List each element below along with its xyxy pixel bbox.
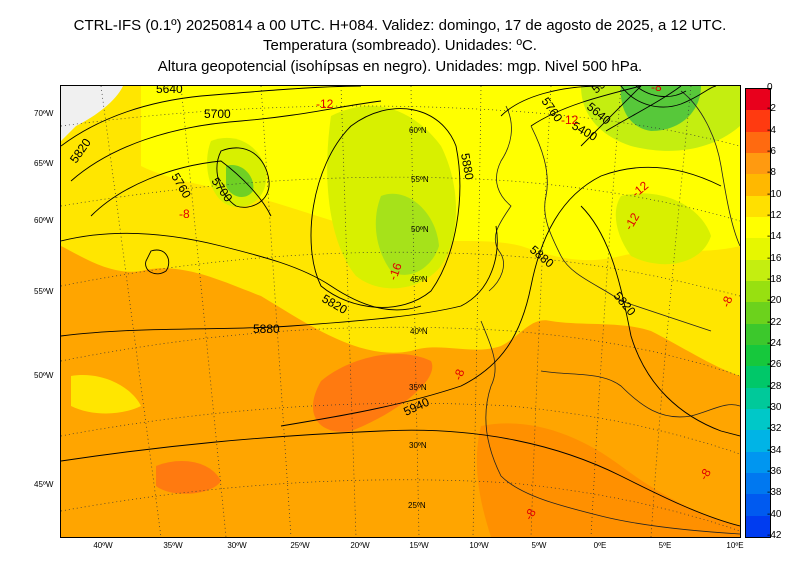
y-axis-label: 60ºW — [34, 216, 53, 225]
lat-label: 50ºN — [411, 225, 429, 234]
map-canvas: 5640 5700 5820 5760 5700 5820 5880 5940 … — [61, 86, 740, 537]
lat-label: 45ºN — [410, 275, 428, 284]
colorbar-label: -38 — [767, 487, 797, 498]
temperature-label: -8 — [651, 86, 662, 94]
colorbar-label: -36 — [767, 466, 797, 477]
lat-label: 25ºN — [408, 501, 426, 510]
colorbar-label: -32 — [767, 423, 797, 434]
x-axis-label: 15ºW — [399, 541, 439, 550]
y-axis-label: 50ºW — [34, 371, 53, 380]
colorbar-label: -10 — [767, 189, 797, 200]
colorbar-label: -26 — [767, 359, 797, 370]
x-axis-label: 0ºE — [580, 541, 620, 550]
colorbar-label: -14 — [767, 231, 797, 242]
colorbar-label: -18 — [767, 274, 797, 285]
y-axis-label: 55ºW — [34, 287, 53, 296]
lat-label: 55ºN — [411, 175, 429, 184]
colorbar-label: 0 — [767, 82, 797, 93]
geopotential-label: 5880 — [253, 322, 280, 336]
x-axis-label: 5ºE — [645, 541, 685, 550]
lat-label: 60ºN — [409, 126, 427, 135]
temperature-label: -12 — [316, 97, 334, 111]
map-title-line2: Temperatura (sombreado). Unidades: ºC. — [0, 36, 800, 56]
x-axis-label: 10ºW — [459, 541, 499, 550]
x-axis-label: 5ºW — [519, 541, 559, 550]
colorbar-label: -22 — [767, 317, 797, 328]
y-axis-label: 65ºW — [34, 159, 53, 168]
colorbar-label: -40 — [767, 509, 797, 520]
colorbar-label: -12 — [767, 210, 797, 221]
y-axis-label: 70ºW — [34, 109, 53, 118]
colorbar-label: -8 — [767, 167, 797, 178]
colorbar-label: -28 — [767, 381, 797, 392]
temperature-label: -8 — [179, 207, 190, 221]
lat-label: 30ºN — [409, 441, 427, 450]
map-title-line3: Altura geopotencial (isohípsas en negro)… — [0, 57, 800, 77]
lat-label: 35ºN — [409, 383, 427, 392]
x-axis-label: 25ºW — [280, 541, 320, 550]
colorbar-label: -34 — [767, 445, 797, 456]
y-axis-label: 45ºW — [34, 480, 53, 489]
colorbar-label: -2 — [767, 103, 797, 114]
temperature-label: -12 — [561, 113, 579, 127]
map-title-line1: CTRL-IFS (0.1º) 20250814 a 00 UTC. H+084… — [0, 16, 800, 36]
x-axis-label: 40ºW — [83, 541, 123, 550]
colorbar-label: -4 — [767, 125, 797, 136]
colorbar-label: -20 — [767, 295, 797, 306]
colorbar-label: -6 — [767, 146, 797, 157]
x-axis-label: 30ºW — [217, 541, 257, 550]
lat-label: 40ºN — [410, 327, 428, 336]
x-axis-label: 35ºW — [153, 541, 193, 550]
x-axis-label: 10ºE — [715, 541, 755, 550]
colorbar-label: -24 — [767, 338, 797, 349]
geopotential-label: 5700 — [204, 107, 231, 121]
colorbar-label: -42 — [767, 530, 797, 541]
geopotential-label: 5640 — [156, 86, 183, 96]
colorbar-label: -16 — [767, 253, 797, 264]
x-axis-label: 20ºW — [340, 541, 380, 550]
colorbar-label: -30 — [767, 402, 797, 413]
weather-map: 5640 5700 5820 5760 5700 5820 5880 5940 … — [60, 85, 741, 538]
